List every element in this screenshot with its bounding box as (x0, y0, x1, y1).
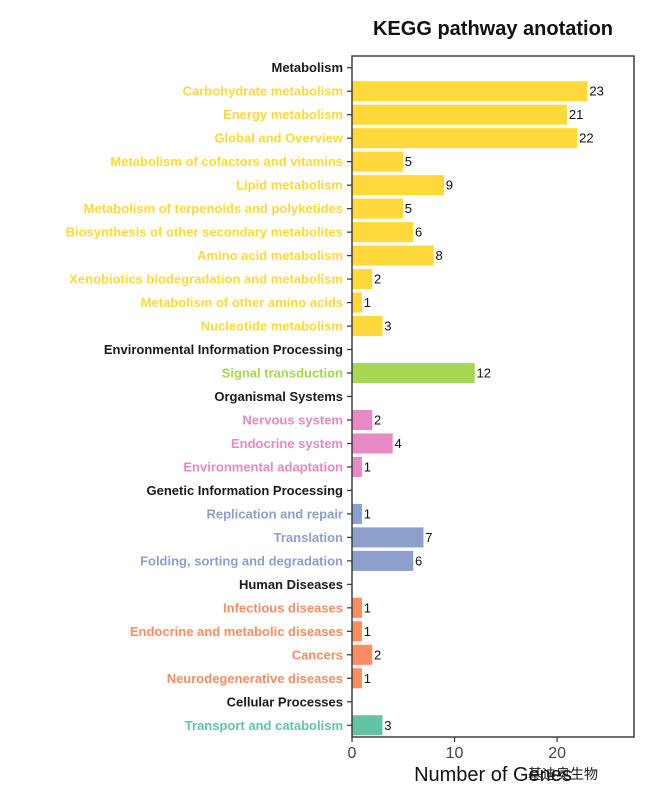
bar (351, 503, 363, 525)
x-tick-label: 10 (446, 745, 464, 762)
category-label: Biosynthesis of other secondary metaboli… (66, 225, 343, 240)
bar (351, 291, 363, 314)
data-label: 1 (364, 600, 371, 615)
bar (351, 620, 363, 642)
category-label: Environmental adaptation (183, 459, 343, 474)
data-label: 4 (395, 436, 402, 451)
bar (351, 104, 568, 126)
data-label: 23 (589, 84, 603, 99)
data-label: 1 (364, 459, 371, 474)
bar (351, 151, 404, 173)
category-label: Carbohydrate metabolism (183, 84, 343, 99)
bar (351, 198, 404, 220)
bar (351, 80, 589, 102)
category-header-label: Environmental Information Processing (104, 342, 343, 357)
bar (351, 315, 384, 337)
data-label: 2 (374, 412, 381, 427)
category-label: Metabolism of cofactors and vitamins (110, 154, 343, 169)
chart-title: KEGG pathway anotation (372, 18, 614, 40)
x-tick-label: 20 (548, 745, 566, 762)
category-header-label: Cellular Processes (227, 694, 343, 709)
bar (351, 456, 363, 478)
category-header-label: Human Diseases (239, 577, 343, 592)
category-label: Lipid metabolism (236, 178, 343, 193)
category-label: Nervous system (243, 412, 343, 427)
category-label: Cancers (292, 647, 343, 662)
data-label: 6 (415, 553, 422, 568)
category-label: Translation (274, 530, 343, 545)
category-label: Neurodegenerative diseases (167, 671, 343, 686)
data-label: 21 (569, 107, 583, 122)
category-label: Folding, sorting and degradation (140, 553, 343, 568)
bar (351, 432, 394, 455)
bar (351, 714, 384, 736)
data-label: 1 (364, 671, 371, 686)
category-label: Amino acid metabolism (197, 248, 343, 263)
data-label: 1 (364, 506, 371, 521)
category-label: Transport and catabolism (185, 718, 343, 733)
data-label: 12 (477, 366, 491, 381)
category-label: Endocrine and metabolic diseases (130, 624, 343, 639)
data-label: 22 (579, 131, 593, 146)
bar (351, 362, 476, 384)
bar (351, 597, 363, 619)
category-header-label: Metabolism (271, 60, 343, 75)
data-label: 3 (384, 718, 391, 733)
bar (351, 127, 578, 149)
data-label: 3 (384, 319, 391, 334)
data-label: 9 (446, 178, 453, 193)
data-label: 8 (436, 248, 443, 263)
data-label: 6 (415, 225, 422, 240)
category-label: Replication and repair (206, 506, 343, 521)
category-header-label: Organismal Systems (214, 389, 343, 404)
bar (351, 268, 373, 290)
category-label: Metabolism of other amino acids (141, 295, 343, 310)
data-label: 1 (364, 295, 371, 310)
x-axis-title: Number of Genes (414, 764, 572, 786)
category-label: Signal transduction (222, 366, 343, 381)
watermark: 基迪奥生物 (528, 767, 598, 783)
bar (351, 244, 435, 267)
category-label: Nucleotide metabolism (201, 319, 343, 334)
x-tick-label: 0 (348, 745, 357, 762)
bar (351, 174, 445, 196)
data-label: 5 (405, 154, 412, 169)
bar (351, 644, 373, 666)
category-label: Xenobiotics biodegradation and metabolis… (69, 272, 343, 287)
bar (351, 221, 414, 243)
data-label: 2 (374, 647, 381, 662)
data-label: 1 (364, 624, 371, 639)
data-label: 2 (374, 272, 381, 287)
data-label: 7 (425, 530, 432, 545)
category-label: Metabolism of terpenoids and polyketides (84, 201, 343, 216)
plot-panel-border (351, 55, 635, 738)
category-header-label: Genetic Information Processing (147, 483, 344, 498)
bar (351, 409, 373, 431)
data-label: 5 (405, 201, 412, 216)
category-label: Infectious diseases (223, 600, 343, 615)
bar (351, 526, 425, 549)
bar (351, 667, 363, 689)
bar (351, 550, 414, 572)
category-label: Energy metabolism (223, 107, 343, 122)
category-label: Global and Overview (214, 131, 343, 146)
category-label: Endocrine system (231, 436, 343, 451)
